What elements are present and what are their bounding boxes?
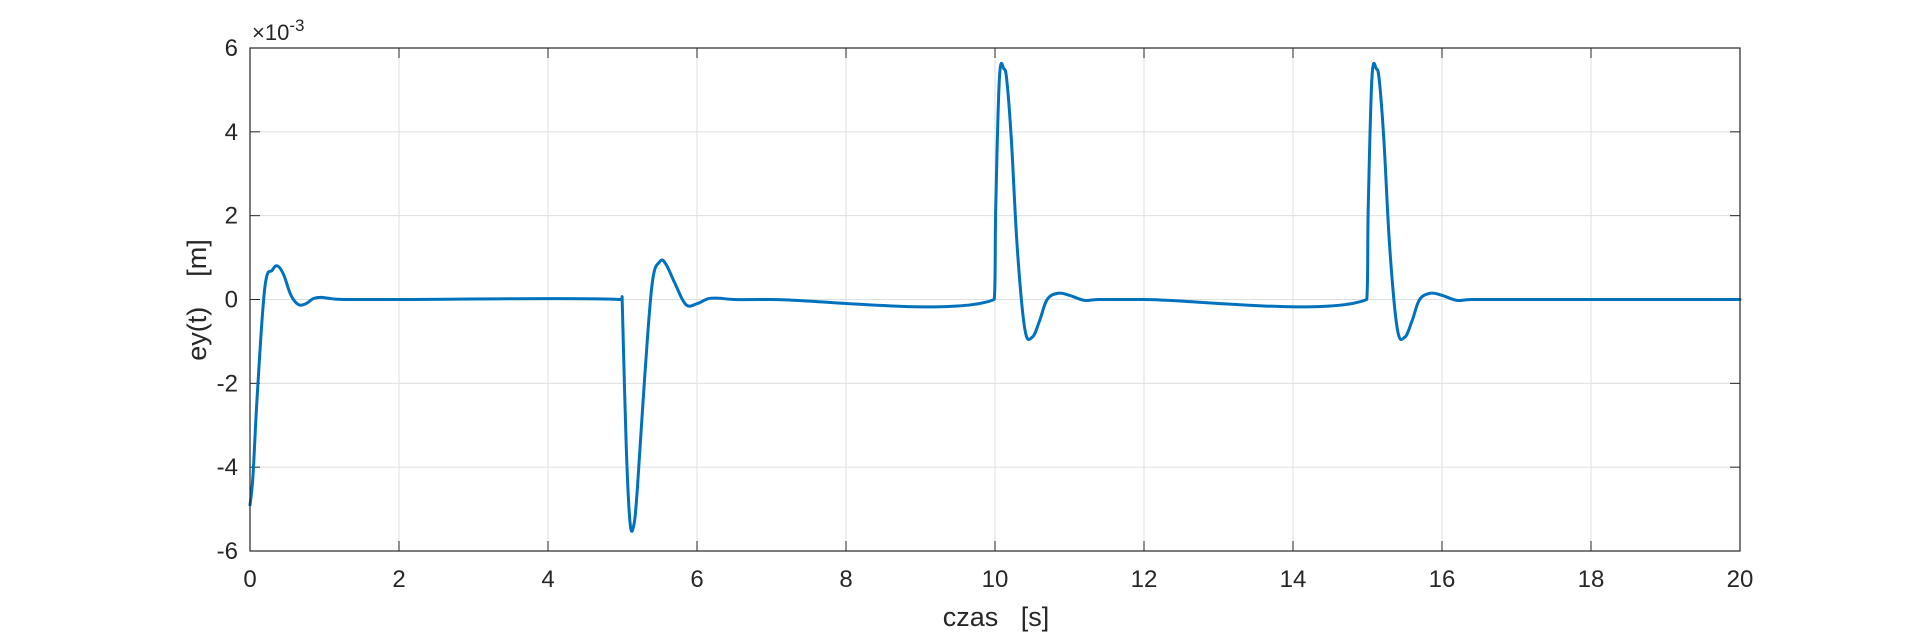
x-tick-labels: 0 2 4 6 8 10 12 14 16 18 20 xyxy=(243,566,1753,593)
x-tick-label: 4 xyxy=(541,566,554,593)
x-tick-label: 20 xyxy=(1727,566,1754,593)
y-axis-label: ey(t) [m] xyxy=(182,239,212,361)
x-tick-label: 0 xyxy=(243,566,256,593)
x-tick-label: 10 xyxy=(982,566,1009,593)
y-tick-label: -6 xyxy=(217,538,238,565)
axes-box xyxy=(249,47,1741,552)
x-tick-label: 12 xyxy=(1131,566,1158,593)
series-line-ey xyxy=(248,62,1742,533)
x-tick-label: 18 xyxy=(1578,566,1605,593)
y-exponent-label: ×10-3 xyxy=(252,16,304,45)
y-tick-label: -4 xyxy=(217,454,238,481)
x-tick-label: 14 xyxy=(1280,566,1307,593)
y-tick-label: 4 xyxy=(225,119,238,146)
x-axis-label: czas [s] xyxy=(943,602,1050,632)
y-tick-label: 6 xyxy=(225,35,238,62)
y-tick-label: 0 xyxy=(225,287,238,314)
y-exponent-power: -3 xyxy=(289,16,304,35)
x-tick-label: 16 xyxy=(1429,566,1456,593)
x-tick-label: 6 xyxy=(690,566,703,593)
y-exponent-base: ×10 xyxy=(252,20,289,45)
y-tick-label: 2 xyxy=(225,203,238,230)
y-tick-label: -2 xyxy=(217,370,238,397)
x-tick-label: 2 xyxy=(392,566,405,593)
y-tick-labels: -6 -4 -2 0 2 4 6 xyxy=(217,35,238,565)
x-tick-label: 8 xyxy=(839,566,852,593)
